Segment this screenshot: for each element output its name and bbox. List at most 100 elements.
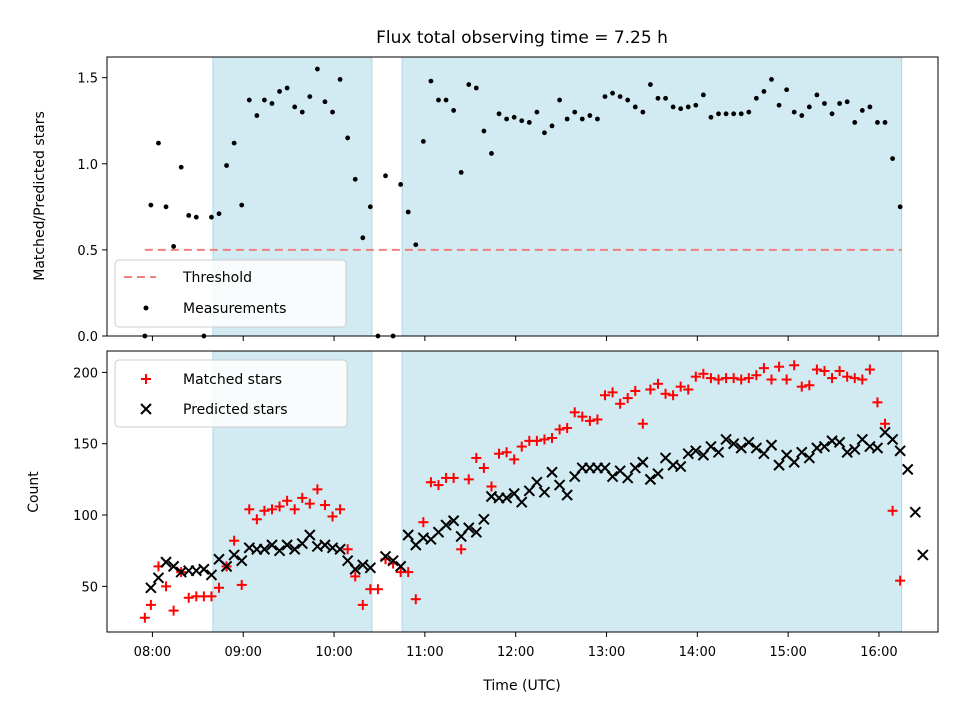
measurement-point	[776, 102, 782, 108]
matched-star-point	[675, 381, 686, 392]
predicted-star-point-b	[190, 564, 203, 577]
bottom-y-axis-label: Count	[26, 471, 42, 513]
matched-star-point	[895, 575, 906, 586]
predicted-star-point	[546, 466, 558, 478]
matched-star-point	[607, 387, 618, 398]
matched-star-point	[645, 384, 656, 395]
x-tick-label: 15:00	[769, 645, 806, 660]
predicted-star-point-b	[281, 539, 293, 551]
predicted-star-point	[198, 563, 210, 575]
matched-star-point	[705, 373, 716, 384]
matched-star-point	[554, 424, 565, 435]
legend-predicted-marker	[140, 403, 152, 415]
measurement-point	[897, 204, 903, 210]
measurement-point	[224, 163, 229, 168]
predicted-star-point-b	[629, 462, 641, 474]
measurement-point	[451, 107, 457, 113]
matched-star-point	[774, 361, 785, 372]
predicted-star-point	[394, 560, 407, 573]
predicted-star-point-b	[236, 554, 248, 567]
measurement-point	[436, 97, 441, 103]
predicted-star-point	[833, 436, 846, 448]
predicted-star-point-b	[621, 472, 634, 484]
top-legend: Threshold Measurements	[114, 259, 347, 328]
measurement-point	[322, 99, 328, 105]
matched-star-points	[139, 360, 906, 623]
predicted-star-point-b	[780, 449, 793, 461]
matched-star-point	[425, 477, 436, 488]
measurement-point	[542, 130, 547, 136]
predicted-star-point-b	[145, 582, 157, 594]
predicted-star-point-b	[531, 476, 543, 488]
predicted-star-point	[145, 582, 157, 594]
predicted-star-point	[621, 472, 634, 484]
measurement-point	[753, 95, 759, 101]
measurement-point	[844, 99, 850, 105]
predicted-star-point-b	[538, 486, 551, 498]
predicted-star-point	[818, 440, 831, 453]
y-tick-label: 1.5	[77, 72, 98, 87]
chart-title: Flux total observing time = 7.25 h	[376, 28, 668, 48]
measurement-point	[504, 116, 510, 122]
matched-star-point	[887, 505, 898, 516]
predicted-star-point	[500, 492, 513, 504]
measurement-point	[716, 111, 721, 117]
measurement-point	[284, 85, 290, 91]
predicted-star-point-b	[690, 445, 702, 457]
predicted-star-point-b	[470, 526, 483, 538]
predicted-star-point	[629, 462, 641, 474]
measurement-point	[360, 235, 366, 241]
predicted-star-point-b	[198, 563, 210, 575]
measurement-point	[337, 76, 343, 82]
predicted-star-point-b	[917, 549, 929, 561]
matched-star-point	[206, 591, 217, 602]
predicted-star-point	[319, 539, 331, 551]
measurement-point	[731, 111, 737, 117]
predicted-star-point	[281, 539, 293, 551]
measurement-point	[239, 202, 245, 208]
matched-star-point	[433, 480, 444, 491]
measurement-point	[791, 109, 797, 115]
measurement-point	[822, 101, 827, 106]
predicted-star-point-b	[833, 436, 846, 448]
matched-star-point	[342, 544, 353, 555]
measurement-point	[693, 102, 699, 108]
matched-star-point	[796, 381, 807, 392]
predicted-star-point-b	[508, 487, 520, 500]
predicted-star-point-b	[379, 550, 392, 563]
predicted-star-point-b	[773, 459, 785, 471]
shaded-interval	[402, 57, 902, 336]
matched-star-point	[297, 492, 308, 503]
predicted-star-point	[652, 467, 664, 480]
matched-star-point	[463, 474, 474, 485]
predicted-star-point	[463, 522, 475, 534]
bottom-panel: 50 100 150 200 08:00 09:00 10:00 11:00 12:00 13:…	[26, 350, 939, 694]
predicted-star-point	[553, 479, 566, 491]
predicted-star-point	[402, 529, 414, 541]
matched-star-point	[244, 504, 255, 515]
measurement-point	[602, 94, 608, 100]
measurement-point	[617, 94, 623, 100]
predicted-star-point	[205, 569, 218, 581]
bottom-panel-frame	[106, 350, 939, 633]
predicted-star-point	[773, 459, 785, 471]
predicted-star-point	[152, 572, 165, 584]
measurement-point	[307, 94, 313, 100]
matched-star-point	[139, 612, 150, 623]
matched-star-point	[683, 384, 694, 395]
matched-star-point	[471, 452, 482, 463]
predicted-star-point	[357, 559, 369, 571]
predicted-star-point-b	[644, 473, 657, 486]
measurement-point	[489, 151, 494, 156]
predicted-star-point-b	[447, 515, 460, 527]
predicted-star-point	[167, 560, 180, 573]
measurement-point	[814, 92, 820, 98]
measurement-point	[549, 123, 555, 129]
y-tick-label: 100	[73, 509, 98, 524]
legend-measurements-label: Measurements	[183, 301, 286, 317]
predicted-star-point-b	[349, 563, 361, 575]
bottom-x-ticks: 08:00 09:00 10:00 11:00 12:00 13:00 14:00 15:00…	[134, 632, 898, 660]
predicted-star-point-b	[909, 506, 922, 518]
predicted-star-point-b	[546, 466, 558, 478]
matched-star-point	[494, 448, 505, 459]
